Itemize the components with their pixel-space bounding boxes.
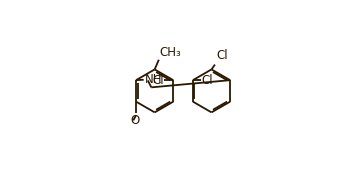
Text: Cl: Cl (202, 74, 213, 87)
Text: Cl: Cl (216, 50, 228, 62)
Text: Cl: Cl (152, 74, 164, 87)
Text: O: O (131, 114, 140, 127)
Text: CH₃: CH₃ (159, 46, 181, 59)
Text: NH: NH (145, 73, 162, 86)
